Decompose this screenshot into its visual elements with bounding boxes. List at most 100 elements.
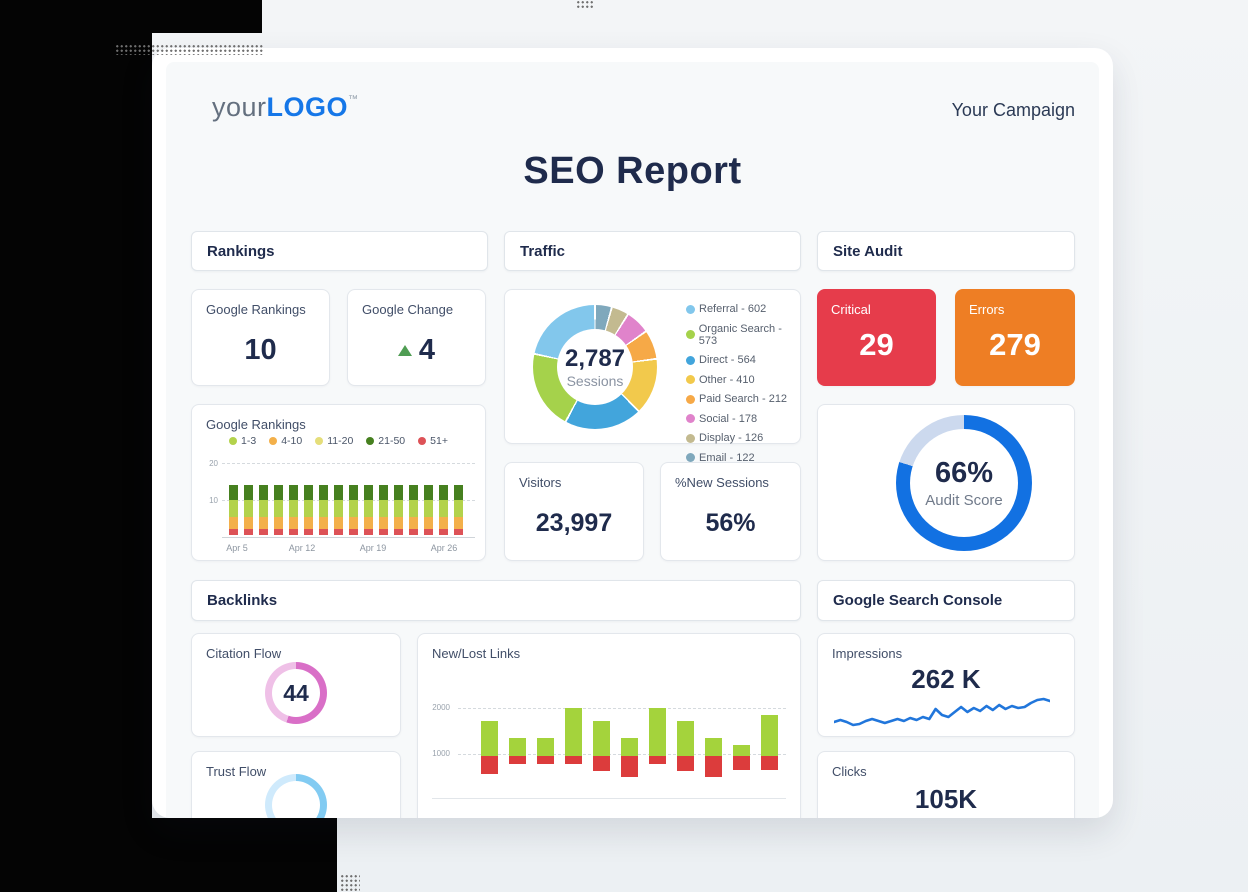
new-links-bar xyxy=(705,737,722,757)
bar-segment xyxy=(424,499,433,517)
rankings-chart-bars xyxy=(229,484,463,535)
bar-segment xyxy=(259,516,268,530)
lost-links-bar xyxy=(565,756,582,764)
bar-segment xyxy=(394,485,403,500)
citation-flow-label: Citation Flow xyxy=(206,646,282,661)
bar-segment xyxy=(244,485,253,500)
new-links-bar xyxy=(509,737,526,757)
legend-dot-icon xyxy=(686,304,695,314)
bar-segment xyxy=(424,485,433,500)
google-rankings-card: Google Rankings 10 xyxy=(191,289,330,386)
axis-line xyxy=(222,537,475,538)
visitors-card: Visitors 23,997 xyxy=(504,462,644,561)
background-black-bottom xyxy=(152,818,337,892)
bar-segment xyxy=(379,516,388,530)
legend-item: Direct - 564 xyxy=(686,354,800,366)
legend-dot-icon xyxy=(686,453,695,462)
section-header-site-audit: Site Audit xyxy=(817,231,1075,271)
bar-segment xyxy=(229,485,238,500)
google-change-label: Google Change xyxy=(362,302,454,317)
halftone-dots-decoration xyxy=(115,44,263,55)
impressions-value: 262 K xyxy=(911,664,981,694)
new-links-bar xyxy=(733,744,750,757)
bar-segment xyxy=(244,529,253,535)
bar-segment xyxy=(349,529,358,535)
bar-segment xyxy=(424,529,433,535)
rankings-ytick: 20 xyxy=(209,459,218,468)
bar-segment xyxy=(244,516,253,530)
legend-dot-icon xyxy=(686,394,695,404)
legend-dot-icon xyxy=(418,437,427,445)
rankings-xtick: Apr 19 xyxy=(359,543,387,553)
legend-dot-icon xyxy=(269,437,278,445)
bar-segment xyxy=(394,499,403,517)
new-sessions-label: %New Sessions xyxy=(675,475,769,490)
legend-item: Social - 178 xyxy=(686,413,800,425)
new-lost-links-plot xyxy=(418,634,800,818)
new-links-bar xyxy=(537,737,554,757)
citation-flow-value: 44 xyxy=(272,669,320,717)
up-arrow-icon xyxy=(397,345,412,356)
lost-links-bar xyxy=(621,756,638,777)
bar-segment xyxy=(454,485,463,500)
rankings-bar xyxy=(229,485,238,535)
gridline xyxy=(222,463,475,464)
legend-dot-icon xyxy=(366,437,375,445)
bar-segment xyxy=(364,516,373,530)
google-change-card: Google Change 4 xyxy=(347,289,486,386)
bar-segment xyxy=(454,499,463,517)
bar-segment xyxy=(304,499,313,517)
rankings-bar xyxy=(319,485,328,535)
legend-item: Display - 126 xyxy=(686,432,800,444)
bar-segment xyxy=(439,485,448,500)
bar-segment xyxy=(349,516,358,530)
bar-segment xyxy=(364,529,373,535)
bar-segment xyxy=(379,499,388,517)
google-change-value-wrap: 4 xyxy=(348,334,485,367)
lost-links-bar xyxy=(649,756,666,765)
bar-segment xyxy=(409,529,418,535)
logo: yourLOGO™ xyxy=(212,92,359,123)
lost-links-bar xyxy=(677,756,694,771)
audit-score-card: 66% Audit Score xyxy=(817,404,1075,561)
critical-label: Critical xyxy=(831,302,871,317)
lost-links-bar xyxy=(705,756,722,777)
rankings-xtick: Apr 5 xyxy=(226,543,248,553)
new-links-bar xyxy=(481,720,498,757)
rankings-bar xyxy=(424,485,433,535)
rankings-ytick: 10 xyxy=(209,496,218,505)
bar-segment xyxy=(454,529,463,535)
google-change-value: 4 xyxy=(418,334,436,366)
legend-dot-icon xyxy=(686,375,695,384)
newlost-ytick: 1000 xyxy=(432,749,450,758)
logo-name: LOGO xyxy=(266,92,349,122)
new-lost-links-card: New/Lost Links 2000 1000 xyxy=(417,633,801,818)
section-header-google-search-console: Google Search Console xyxy=(817,580,1075,621)
bar-segment xyxy=(439,516,448,530)
new-links-bar xyxy=(761,714,778,757)
bar-segment xyxy=(364,485,373,500)
new-links-bar xyxy=(649,707,666,757)
sessions-value: 2,787 xyxy=(564,345,626,372)
bar-segment xyxy=(274,516,283,530)
audit-score-value: 66% xyxy=(934,457,994,489)
trust-flow-label: Trust Flow xyxy=(206,764,267,779)
bar-segment xyxy=(289,499,298,517)
gridline xyxy=(458,708,786,709)
visitors-label: Visitors xyxy=(519,475,562,490)
rankings-bar xyxy=(274,485,283,535)
new-links-bar xyxy=(593,720,610,757)
bar-segment xyxy=(229,499,238,517)
bar-segment xyxy=(259,485,268,500)
legend-dot-icon xyxy=(315,437,324,445)
legend-item: Organic Search - 573 xyxy=(686,323,800,347)
traffic-legend: Referral - 602 Organic Search - 573 Direct… xyxy=(686,303,800,464)
bar-segment xyxy=(454,516,463,530)
bar-segment xyxy=(409,499,418,517)
bar-segment xyxy=(274,499,283,517)
lost-links-bar xyxy=(537,756,554,764)
section-header-rankings: Rankings xyxy=(191,231,488,271)
bar-segment xyxy=(319,529,328,535)
bar-segment xyxy=(334,499,343,517)
